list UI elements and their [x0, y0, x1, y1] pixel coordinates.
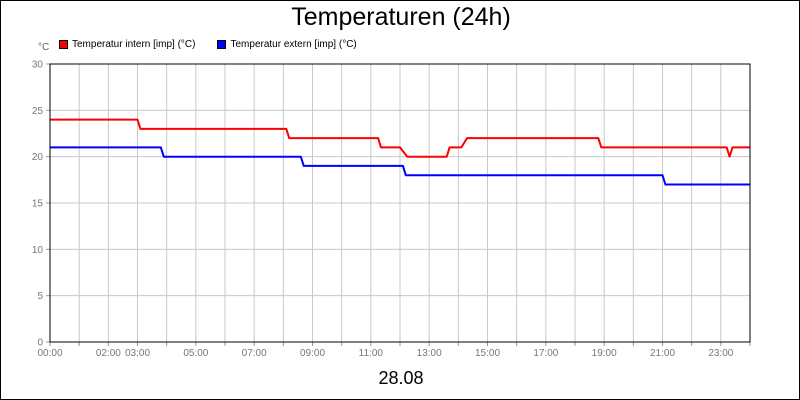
x-tick-label: 00:00 — [37, 348, 62, 359]
legend-item-intern: Temperatur intern [imp] (°C) — [59, 39, 195, 50]
plot-border — [49, 63, 751, 343]
x-tick-label: 13:00 — [417, 348, 442, 359]
x-tick-label: 19:00 — [592, 348, 617, 359]
y-tick-label: 15 — [32, 199, 44, 210]
legend-label-intern: Temperatur intern [imp] (°C) — [72, 39, 196, 50]
date-label: 28.08 — [378, 368, 424, 388]
x-tick-label: 02:00 — [96, 348, 121, 359]
y-unit-label: °C — [38, 42, 50, 53]
y-tick-label: 25 — [32, 106, 44, 117]
x-tick-label: 21:00 — [650, 348, 675, 359]
chart-title: Temperaturen (24h) — [291, 3, 511, 31]
legend-swatch-extern — [217, 40, 227, 49]
legend-label-extern: Temperatur extern [imp] (°C) — [230, 39, 357, 50]
x-tick-label: 09:00 — [300, 348, 325, 359]
y-tick-label: 10 — [32, 245, 44, 256]
y-tick-label: 0 — [37, 338, 43, 349]
legend: Temperatur intern [imp] (°C) Temperatur … — [59, 39, 379, 50]
x-tick-label: 03:00 — [125, 348, 150, 359]
y-tick-label: 30 — [32, 60, 44, 71]
x-tick-label: 05:00 — [183, 348, 208, 359]
x-tick-label: 17:00 — [533, 348, 558, 359]
x-tick-label: 07:00 — [242, 348, 267, 359]
series-line-intern — [50, 118, 750, 158]
legend-item-extern: Temperatur extern [imp] (°C) — [217, 39, 357, 50]
x-tick-label: 15:00 — [475, 348, 500, 359]
series-line-extern — [50, 146, 750, 186]
legend-swatch-intern — [59, 40, 68, 49]
x-tick-label: 23:00 — [708, 348, 733, 359]
y-tick-label: 20 — [32, 152, 44, 163]
y-tick-label: 5 — [37, 291, 43, 302]
x-tick-label: 11:00 — [359, 348, 384, 359]
